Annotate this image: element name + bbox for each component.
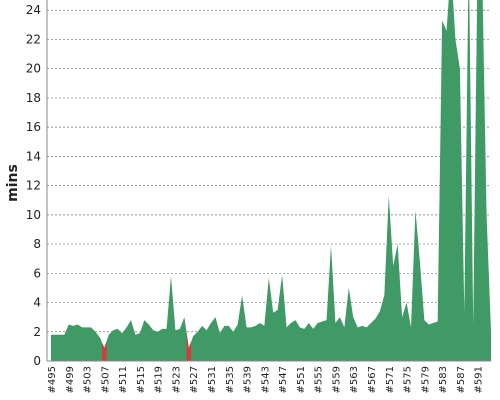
y-tick-label: 20 (26, 62, 41, 76)
plot-area (51, 0, 491, 361)
y-axis-label: mins (5, 164, 21, 202)
y-tick-label: 4 (33, 296, 41, 310)
y-tick-label: 18 (26, 91, 41, 105)
y-tick-label: 22 (26, 32, 41, 46)
x-tick-label: #499 (65, 366, 76, 393)
x-tick-label: #515 (136, 366, 147, 393)
x-tick-label: #543 (260, 366, 271, 393)
x-tick-label: #527 (189, 366, 200, 393)
failed-build (186, 332, 191, 361)
y-tick-label: 8 (33, 237, 41, 251)
failed-build (102, 341, 107, 361)
x-tick-label: #591 (474, 366, 485, 393)
x-tick-label: #571 (385, 366, 396, 393)
y-tick-label: 10 (26, 208, 41, 222)
x-tick-label: #583 (438, 366, 449, 393)
x-tick-label: #511 (118, 366, 129, 393)
x-tick-label: #579 (420, 366, 431, 393)
y-tick-label: 2 (33, 325, 41, 339)
x-tick-label: #559 (331, 366, 342, 393)
x-tick-label: #555 (314, 366, 325, 393)
x-tick-label: #563 (349, 366, 360, 393)
x-tick-label: #507 (100, 366, 111, 393)
y-tick-label: 0 (33, 354, 41, 368)
x-tick-label: #519 (154, 366, 165, 393)
x-tick-label: #547 (278, 366, 289, 393)
x-tick-label: #535 (225, 366, 236, 393)
area (51, 0, 491, 361)
x-tick-label: #551 (296, 366, 307, 393)
x-tick-label: #587 (456, 366, 467, 393)
y-tick-label: 24 (26, 3, 41, 17)
x-tick-label: #531 (207, 366, 218, 393)
x-tick-label: #503 (83, 366, 94, 393)
y-tick-label: 12 (26, 179, 41, 193)
y-tick-label: 14 (26, 149, 41, 163)
x-tick-label: #495 (47, 366, 58, 393)
x-tick-label: #575 (403, 366, 414, 393)
y-tick-label: 16 (26, 120, 41, 134)
y-tick-label: 6 (33, 266, 41, 280)
x-tick-label: #539 (243, 366, 254, 393)
x-tick-label: #523 (171, 366, 182, 393)
x-tick-label: #567 (367, 366, 378, 393)
